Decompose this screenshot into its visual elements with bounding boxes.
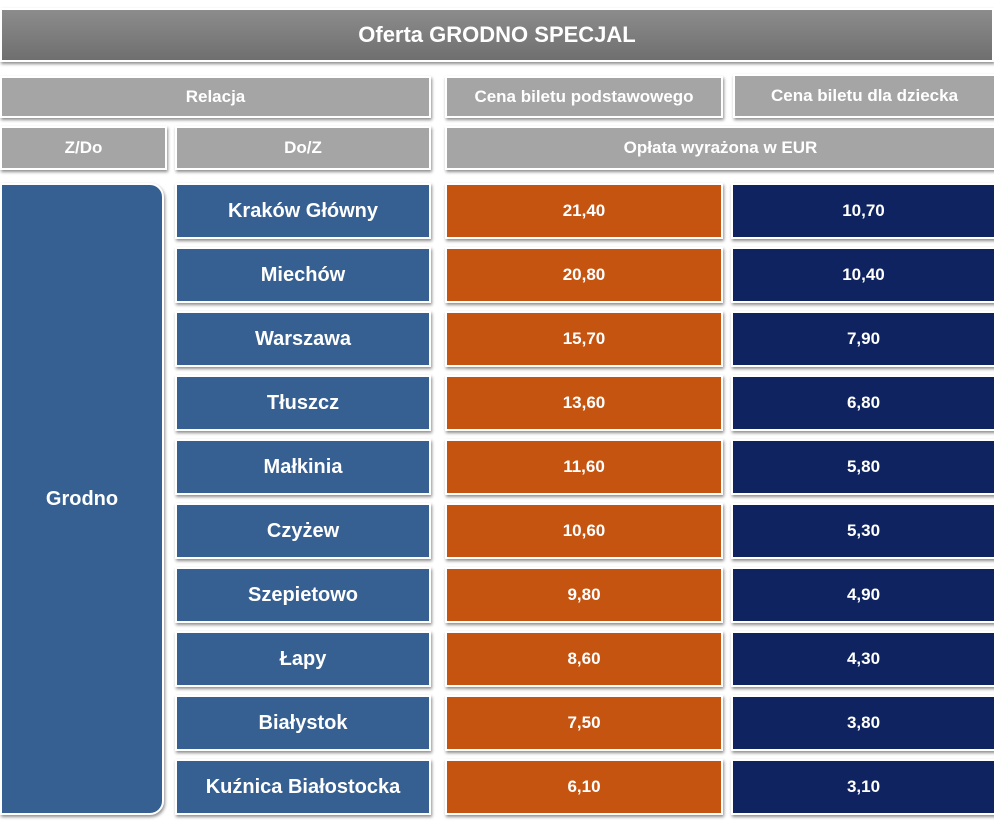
destination-cell: Białystok	[175, 695, 431, 751]
header-relacja: Relacja	[0, 76, 431, 118]
header-from: Z/Do	[0, 126, 167, 170]
adult-price-cell: 21,40	[445, 183, 723, 239]
child-price-cell: 7,90	[731, 311, 994, 367]
child-price-cell: 5,80	[731, 439, 994, 495]
adult-price-cell: 10,60	[445, 503, 723, 559]
destination-cell: Tłuszcz	[175, 375, 431, 431]
destination-cell: Miechów	[175, 247, 431, 303]
child-price-cell: 10,70	[731, 183, 994, 239]
adult-price-cell: 7,50	[445, 695, 723, 751]
destination-cell: Czyżew	[175, 503, 431, 559]
title: Oferta GRODNO SPECJAL	[0, 8, 994, 62]
adult-price-cell: 8,60	[445, 631, 723, 687]
destination-cell: Łapy	[175, 631, 431, 687]
header-price-adult: Cena biletu podstawowego	[445, 76, 723, 118]
destination-cell: Kuźnica Białostocka	[175, 759, 431, 815]
child-price-cell: 4,90	[731, 567, 994, 623]
adult-price-cell: 13,60	[445, 375, 723, 431]
destination-cell: Kraków Główny	[175, 183, 431, 239]
child-price-cell: 4,30	[731, 631, 994, 687]
adult-price-cell: 9,80	[445, 567, 723, 623]
header-fee: Opłata wyrażona w EUR	[445, 126, 994, 170]
header-price-child: Cena biletu dla dziecka	[733, 74, 994, 118]
adult-price-cell: 11,60	[445, 439, 723, 495]
child-price-cell: 5,30	[731, 503, 994, 559]
child-price-cell: 10,40	[731, 247, 994, 303]
child-price-cell: 3,80	[731, 695, 994, 751]
child-price-cell: 3,10	[731, 759, 994, 815]
child-price-cell: 6,80	[731, 375, 994, 431]
adult-price-cell: 15,70	[445, 311, 723, 367]
destination-cell: Warszawa	[175, 311, 431, 367]
adult-price-cell: 6,10	[445, 759, 723, 815]
destination-cell: Małkinia	[175, 439, 431, 495]
origin-cell: Grodno	[0, 183, 164, 815]
header-to: Do/Z	[175, 126, 431, 170]
destination-cell: Szepietowo	[175, 567, 431, 623]
adult-price-cell: 20,80	[445, 247, 723, 303]
